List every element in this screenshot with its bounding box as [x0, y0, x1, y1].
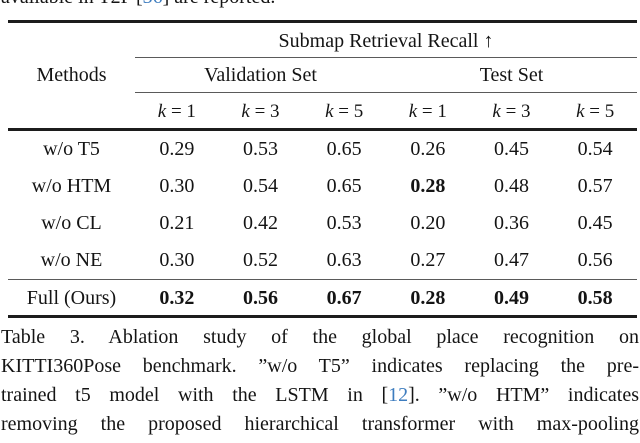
methods-header: Methods: [36, 64, 107, 86]
text-run: ]. ”w/o HTM” indicates: [408, 384, 639, 406]
recall-value-cell: 0.30: [159, 175, 195, 197]
table-row: w/o T5 0.29 0.53 0.65 0.26 0.45 0.54: [8, 131, 637, 168]
k-header-row: k = 1 k = 3 k = 5 k = 1 k = 3 k = 5: [8, 95, 637, 128]
validation-set-header: Validation Set: [204, 64, 317, 86]
text-run: KITTI360Pose benchmark. ”w/o T5” indicat…: [1, 355, 639, 377]
caption-line: Table 3. Ablation study of the global pl…: [1, 323, 639, 352]
table-column-group-title: Submap Retrieval Recall ↑: [278, 29, 494, 52]
table-caption: Table 3. Ablation study of the global pl…: [1, 323, 639, 439]
full-row-separator-rule: [8, 279, 637, 280]
header-bottom-rule: [8, 128, 637, 131]
text-run: trained t5 model with the LSTM in [: [1, 384, 389, 406]
method-label: w/o CL: [41, 212, 102, 234]
recall-value-cell: 0.32: [159, 286, 195, 309]
test-set-header: Test Set: [479, 64, 544, 86]
recall-value-cell: 0.29: [159, 138, 195, 160]
clipped-body-text-line: available in T2P [36] are reported.: [1, 0, 640, 8]
caption-line: trained t5 model with the LSTM in [12]. …: [1, 381, 639, 410]
k-header-cell: k = 3: [241, 100, 280, 122]
text-run: available in T2P [: [1, 0, 143, 8]
citation-link[interactable]: 12: [388, 384, 409, 406]
recall-value-cell: 0.36: [493, 212, 529, 234]
group-underline-rule: [135, 92, 637, 93]
recall-value-cell: 0.28: [410, 286, 446, 309]
recall-value-cell: 0.45: [493, 138, 529, 160]
caption-line: removing the proposed hierarchical trans…: [1, 410, 639, 439]
recall-value-cell: 0.67: [326, 286, 362, 309]
recall-value-cell: 0.26: [410, 138, 446, 160]
table-bottom-rule: [8, 315, 637, 318]
k-header-cell: k = 5: [325, 100, 364, 122]
k-header-cell: k = 1: [408, 100, 447, 122]
recall-value-cell: 0.56: [577, 249, 613, 271]
recall-value-cell: 0.42: [242, 212, 278, 234]
table-body: w/o T5 0.29 0.53 0.65 0.26 0.45 0.54 w/o HTM 0.3…: [0, 131, 640, 279]
full-ours-row: Full (Ours) 0.32 0.56 0.67 0.28 0.49 0.58: [8, 281, 637, 315]
method-label: w/o T5: [43, 138, 100, 160]
caption-line: KITTI360Pose benchmark. ”w/o T5” indicat…: [1, 352, 639, 381]
recall-value-cell: 0.47: [493, 249, 529, 271]
citation-link[interactable]: 36: [143, 0, 163, 8]
recall-value-cell: 0.30: [159, 249, 195, 271]
recall-value-cell: 0.20: [410, 212, 446, 234]
k-header-cell: k = 1: [157, 100, 196, 122]
recall-value-cell: 0.57: [577, 175, 613, 197]
recall-value-cell: 0.48: [493, 175, 529, 197]
recall-value-cell: 0.56: [242, 286, 278, 309]
recall-value-cell: 0.52: [242, 249, 278, 271]
recall-value-cell: 0.54: [242, 175, 278, 197]
recall-value-cell: 0.58: [577, 286, 613, 309]
method-label: Full (Ours): [26, 286, 117, 309]
recall-value-cell: 0.21: [159, 212, 195, 234]
table-row: w/o CL 0.21 0.42 0.53 0.20 0.36 0.45: [8, 205, 637, 242]
title-underline-rule: [135, 57, 637, 58]
recall-value-cell: 0.65: [326, 138, 362, 160]
recall-value-cell: 0.27: [410, 249, 446, 271]
recall-value-cell: 0.65: [326, 175, 362, 197]
table-row: w/o NE 0.30 0.52 0.63 0.27 0.47 0.56: [8, 242, 637, 279]
method-label: w/o NE: [40, 249, 103, 271]
recall-value-cell: 0.54: [577, 138, 613, 160]
table-row: w/o HTM 0.30 0.54 0.65 0.28 0.48 0.57: [8, 168, 637, 205]
recall-value-cell: 0.53: [242, 138, 278, 160]
recall-value-cell: 0.49: [493, 286, 529, 309]
recall-value-cell: 0.45: [577, 212, 613, 234]
text-run: removing the proposed hierarchical trans…: [1, 413, 639, 435]
recall-value-cell: 0.63: [326, 249, 362, 271]
method-label: w/o HTM: [31, 175, 112, 197]
recall-value-cell: 0.28: [410, 175, 446, 197]
recall-value-cell: 0.53: [326, 212, 362, 234]
text-run: Table 3. Ablation study of the global pl…: [1, 326, 639, 348]
table-group-header-row: Methods Validation Set Test Set: [8, 59, 637, 92]
k-header-cell: k = 5: [576, 100, 615, 122]
table-top-rule: [8, 20, 637, 23]
clipped-text-runs: available in T2P [36] are reported.: [1, 0, 640, 7]
text-run: ] are reported.: [163, 0, 276, 8]
k-header-cell: k = 3: [492, 100, 531, 122]
